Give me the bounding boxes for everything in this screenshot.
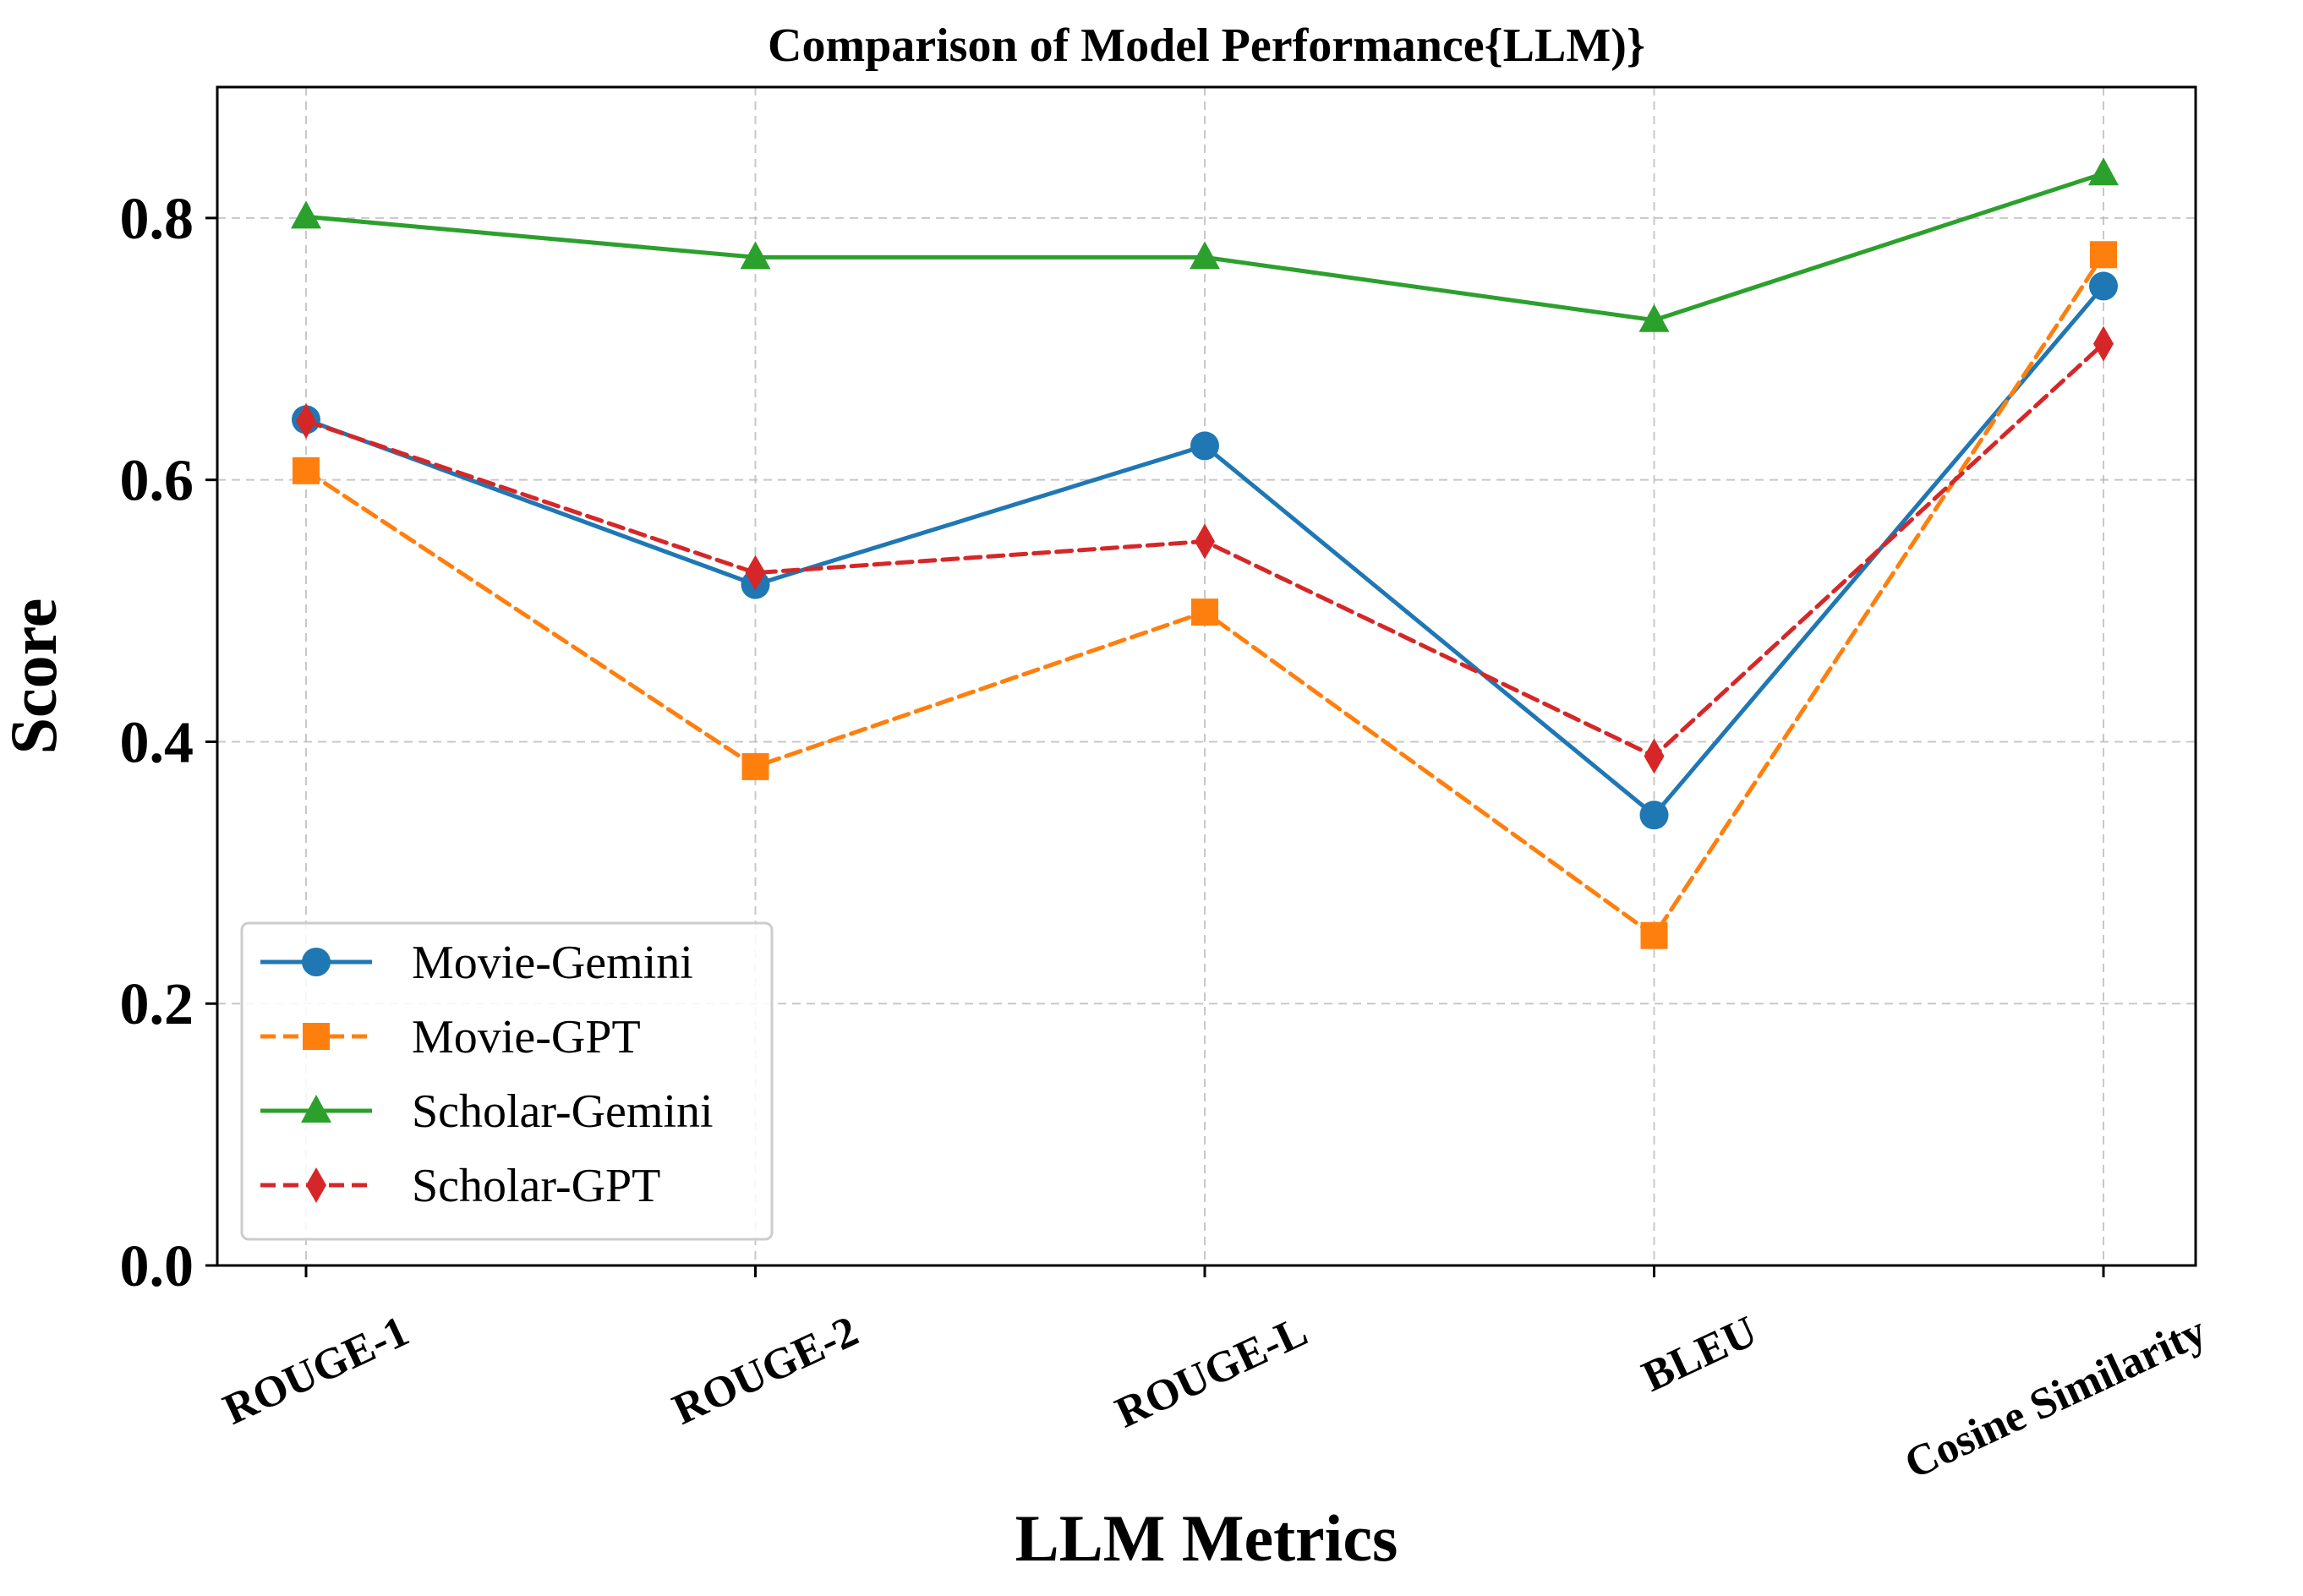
x-tick-label: BLEU: [1635, 1307, 1764, 1402]
legend-label-movie-gpt: Movie-GPT: [412, 1011, 641, 1063]
data-point-movie-gpt: [2090, 241, 2117, 269]
chart-title: Comparison of Model Performance{LLM)}: [768, 19, 1645, 72]
data-point-scholar-gemini: [291, 200, 321, 229]
series-scholar-gemini: [291, 157, 2119, 332]
legend-entry-movie-gpt: Movie-GPT: [260, 1011, 641, 1063]
legend-entry-scholar-gemini: Scholar-Gemini: [260, 1085, 714, 1138]
x-tick-label: Cosine Similarity: [1897, 1307, 2213, 1489]
legend-label-scholar-gemini: Scholar-Gemini: [412, 1085, 714, 1138]
data-point-movie-gemini: [2089, 271, 2118, 301]
x-tick-label: ROUGE-L: [1108, 1307, 1315, 1437]
data-point-scholar-gemini: [1190, 241, 1220, 270]
data-point-scholar-gemini: [740, 241, 771, 270]
data-point-movie-gpt: [1640, 921, 1668, 949]
data-point-scholar-gemini: [2088, 157, 2119, 186]
series-movie-gpt: [293, 241, 2117, 949]
series-layer: [291, 157, 2119, 949]
plot-frame: [216, 85, 2197, 1267]
legend-marker-movie-gpt: [303, 1023, 330, 1050]
data-point-scholar-gpt: [1195, 523, 1215, 560]
legend-entry-scholar-gpt: Scholar-GPT: [260, 1160, 660, 1212]
legend-marker-scholar-gemini: [301, 1095, 331, 1123]
y-axis-label: Score: [0, 598, 70, 755]
y-tick-label: 0.8: [120, 187, 194, 252]
x-axis-label: LLM Metrics: [1015, 1501, 1398, 1575]
data-point-movie-gpt: [1191, 598, 1218, 626]
data-point-movie-gpt: [293, 456, 320, 484]
y-tick-label: 0.2: [120, 972, 194, 1037]
legend: Movie-Gemini Movie-GPT Scholar-Gemini Schol…: [240, 921, 774, 1241]
series-scholar-gpt: [296, 325, 2114, 774]
data-point-movie-gpt: [741, 752, 769, 780]
legend-marker-movie-gemini: [302, 948, 331, 976]
x-tick-label: ROUGE-1: [216, 1307, 416, 1435]
legend-label-movie-gemini: Movie-Gemini: [412, 937, 693, 989]
data-point-scholar-gemini: [1638, 303, 1670, 332]
legend-label-scholar-gpt: Scholar-GPT: [412, 1160, 660, 1212]
data-point-scholar-gpt: [745, 555, 766, 591]
y-tick-label: 0.0: [120, 1234, 194, 1299]
legend-marker-scholar-gpt: [306, 1167, 326, 1203]
data-point-scholar-gpt: [296, 402, 316, 439]
x-tick-label: ROUGE-2: [665, 1307, 865, 1435]
y-tick-label: 0.4: [120, 710, 194, 775]
legend-entry-movie-gemini: Movie-Gemini: [260, 937, 693, 989]
data-point-movie-gemini: [1190, 431, 1219, 461]
data-point-scholar-gpt: [1644, 738, 1665, 774]
tick-layer: ROUGE-1 ROUGE-2 ROUGE-L BLEU Cosine Similari…: [120, 187, 2214, 1489]
data-point-scholar-gpt: [2093, 325, 2114, 362]
legend-box: [240, 921, 774, 1241]
y-tick-label: 0.6: [120, 449, 194, 514]
data-point-movie-gemini: [1639, 801, 1669, 830]
legend-entries: Movie-Gemini Movie-GPT Scholar-Gemini Schol…: [260, 937, 714, 1212]
